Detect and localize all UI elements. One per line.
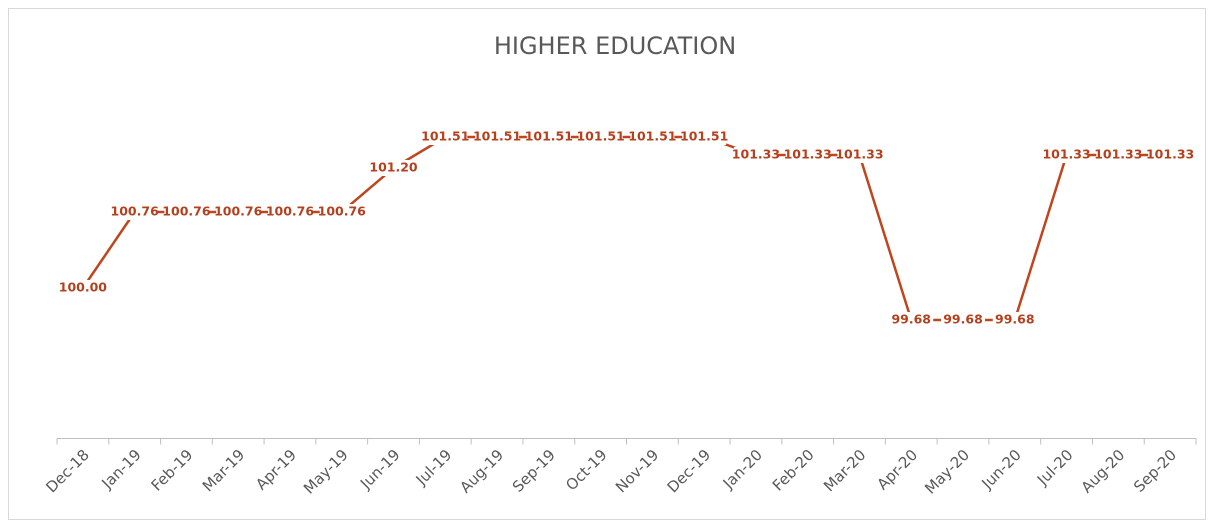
data-label-bg (164, 204, 209, 220)
data-label: 100.76 (214, 204, 263, 219)
data-label-bg (1096, 147, 1141, 163)
data-label: 101.51 (576, 129, 624, 144)
data-label: 101.20 (369, 160, 418, 175)
chart-border (8, 8, 1206, 520)
data-label: 101.51 (421, 129, 469, 144)
data-label: 101.33 (732, 147, 780, 162)
data-label: 100.76 (111, 204, 160, 219)
data-label-bg (578, 129, 623, 145)
data-label: 100.00 (59, 280, 108, 295)
data-label-bg (216, 204, 261, 220)
data-line (81, 135, 1171, 322)
data-label: 99.68 (943, 312, 983, 327)
data-label: 101.33 (835, 147, 883, 162)
data-label-bg (526, 129, 571, 145)
data-label: 101.33 (1146, 147, 1194, 162)
data-label-bg (371, 160, 416, 176)
data-label-bg (682, 129, 727, 145)
data-label-bg (1148, 147, 1193, 163)
data-label-bg (992, 312, 1037, 328)
data-label: 101.33 (1042, 147, 1090, 162)
data-label: 101.51 (680, 129, 728, 144)
data-label-bg (837, 147, 882, 163)
data-label: 101.51 (628, 129, 676, 144)
data-label: 101.51 (525, 129, 573, 144)
data-label-bg (785, 147, 830, 163)
data-label-bg (733, 147, 778, 163)
data-label: 99.68 (891, 312, 931, 327)
data-label-bg (60, 280, 105, 296)
data-label-bg (423, 129, 468, 145)
data-label-bg (267, 204, 312, 220)
data-label: 101.51 (473, 129, 521, 144)
data-label-bg (319, 204, 364, 220)
data-label-bg (1044, 147, 1089, 163)
data-label: 101.33 (784, 147, 832, 162)
data-label-bg (112, 204, 157, 220)
data-label-bg (475, 129, 520, 145)
chart-title: HIGHER EDUCATION (494, 32, 736, 60)
data-label: 101.33 (1094, 147, 1142, 162)
data-label-bg (889, 312, 934, 328)
data-label-bg (941, 312, 986, 328)
data-label: 100.76 (266, 204, 315, 219)
data-label: 100.76 (318, 204, 367, 219)
data-label: 100.76 (162, 204, 211, 219)
data-label-bg (630, 129, 675, 145)
data-label: 99.68 (995, 312, 1035, 327)
